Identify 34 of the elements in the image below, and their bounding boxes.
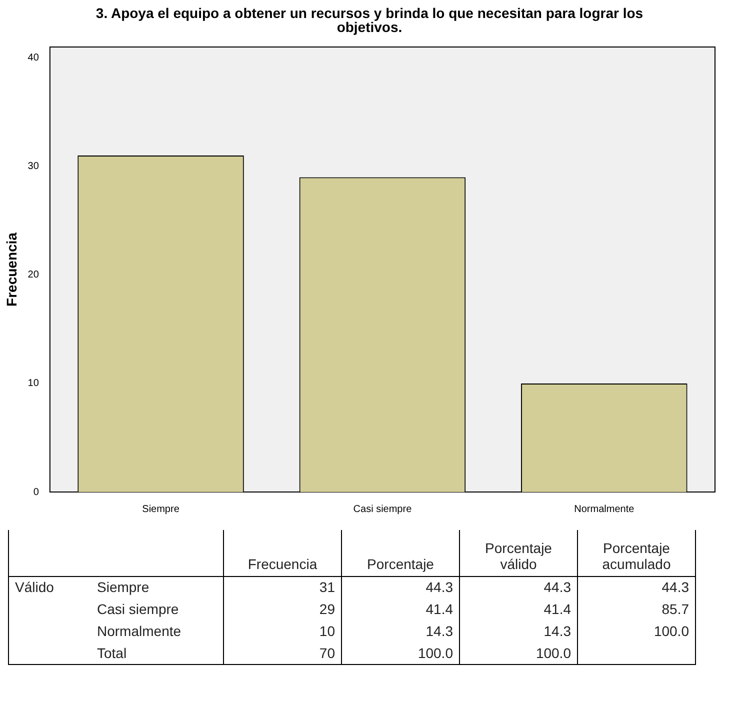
text: 70: [224, 642, 342, 664]
text: 41.4: [342, 598, 460, 620]
text: 44.3: [342, 576, 460, 598]
category-label: Casi siempre: [97, 601, 179, 617]
x-tick-label: Normalmente: [574, 504, 635, 515]
text: 44.3: [460, 576, 578, 598]
chart-title: 3. Apoya el equipo a obtener un recursos y brinda lo que necesitan para lograr los objetivos.: [94, 4, 644, 37]
y-tick-label: 10: [28, 378, 40, 390]
text: Porcentaje: [342, 530, 460, 576]
text: 100.0: [578, 620, 696, 642]
x-tick-label: Siempre: [142, 504, 180, 515]
y-tick-label: 30: [28, 161, 40, 172]
text: 85.7: [578, 598, 696, 620]
category-label: Siempre: [97, 579, 150, 596]
y-tick-label: 0: [33, 486, 40, 498]
text: 14.3: [342, 620, 460, 642]
text: 10: [224, 620, 342, 642]
text: 31: [224, 576, 342, 598]
x-tick-label: Casi siempre: [353, 504, 412, 515]
y-axis-title: Frecuencia: [3, 232, 20, 306]
text: Válido: [8, 576, 91, 598]
y-tick-label: 20: [28, 270, 40, 281]
text: Porcentaje válido: [460, 530, 578, 576]
text: 100.0: [342, 642, 460, 664]
text: 41.4: [460, 598, 578, 620]
y-tick-label: 40: [28, 52, 40, 64]
text: 44.3: [578, 576, 696, 598]
text: 14.3: [460, 620, 578, 642]
text: Total: [91, 642, 224, 664]
text: Porcentaje acumulado: [578, 530, 696, 576]
category-label: Normalmente: [97, 623, 182, 639]
text: 29: [224, 598, 342, 620]
text: 100.0: [460, 642, 578, 664]
text: Frecuencia: [224, 530, 342, 576]
